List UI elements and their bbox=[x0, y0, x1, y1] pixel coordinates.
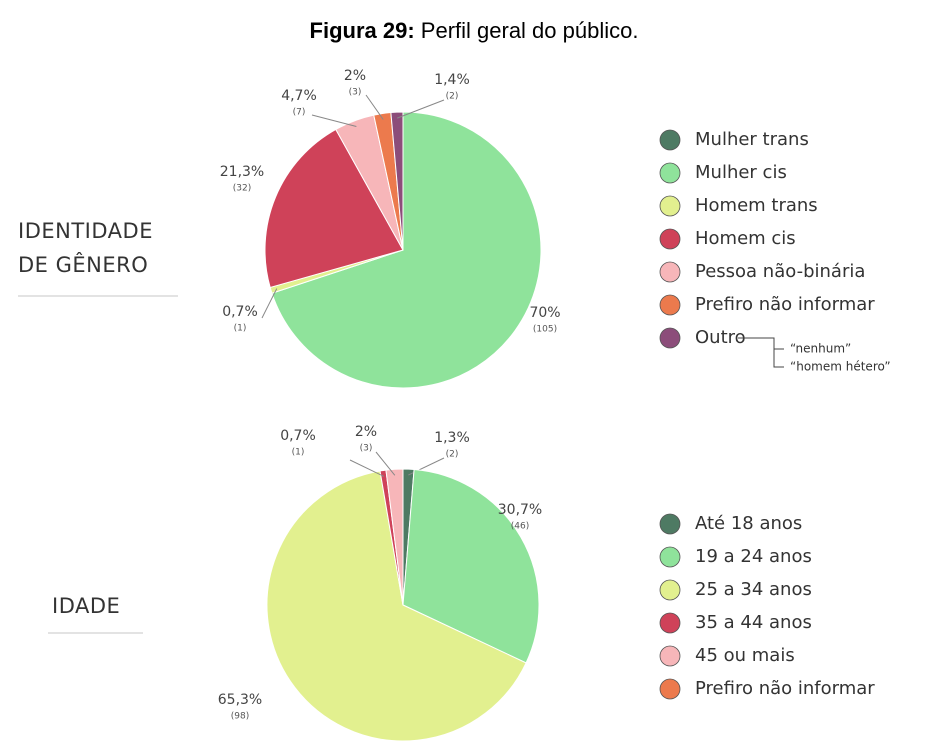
count-label: (32) bbox=[233, 184, 251, 194]
chart-title: IDADE bbox=[52, 594, 120, 618]
note: “homem hétero” bbox=[790, 360, 891, 374]
legend-label: Pessoa não-binária bbox=[695, 261, 865, 282]
count-label: (7) bbox=[293, 108, 306, 118]
value-label: 0,7% bbox=[222, 304, 258, 320]
pie-slice bbox=[266, 470, 527, 742]
legend-swatch bbox=[659, 645, 681, 667]
count-label: (2) bbox=[446, 92, 459, 102]
leader-line bbox=[349, 459, 385, 477]
legend-swatch bbox=[659, 546, 681, 568]
count-label: (98) bbox=[231, 712, 249, 722]
leader-line bbox=[375, 451, 396, 476]
note-bracket bbox=[738, 337, 784, 368]
value-label: 4,7% bbox=[281, 88, 317, 104]
legend-label: Homem cis bbox=[695, 228, 796, 249]
value-label: 65,3% bbox=[218, 692, 262, 708]
pie-slice bbox=[264, 128, 404, 289]
count-label: (1) bbox=[234, 324, 247, 334]
legend-swatch bbox=[659, 513, 681, 535]
legend-label: Prefiro não informar bbox=[695, 678, 875, 699]
leader-line bbox=[397, 99, 445, 119]
legend-swatch bbox=[659, 678, 681, 700]
leader-line bbox=[261, 288, 278, 319]
count-label: (46) bbox=[511, 522, 529, 532]
legend-swatch bbox=[659, 579, 681, 601]
value-label: 1,4% bbox=[434, 72, 470, 88]
count-label: (2) bbox=[446, 450, 459, 460]
legend-label: Outro bbox=[695, 327, 746, 348]
value-label: 21,3% bbox=[220, 164, 264, 180]
legend-swatch bbox=[659, 162, 681, 184]
note: “nenhum” bbox=[790, 342, 851, 356]
leader-line bbox=[311, 114, 357, 127]
value-label: 70% bbox=[529, 305, 560, 321]
legend-swatch bbox=[659, 261, 681, 283]
count-label: (1) bbox=[292, 448, 305, 458]
legend-swatch bbox=[659, 228, 681, 250]
leader-line bbox=[365, 94, 384, 120]
legend-label: Homem trans bbox=[695, 195, 818, 216]
count-label: (3) bbox=[349, 88, 362, 98]
legend-swatch bbox=[659, 294, 681, 316]
figure-caption-text: Perfil geral do público. bbox=[421, 18, 639, 43]
value-label: 2% bbox=[344, 68, 366, 84]
pie-slice bbox=[402, 468, 540, 664]
legend-label: Mulher trans bbox=[695, 129, 809, 150]
value-label: 2% bbox=[355, 424, 377, 440]
pie-slice bbox=[271, 111, 542, 389]
pie-slice bbox=[390, 111, 404, 251]
count-label: (105) bbox=[533, 325, 557, 335]
legend-swatch bbox=[659, 612, 681, 634]
legend-label: Até 18 anos bbox=[695, 513, 802, 534]
figure-label: Figura 29: bbox=[310, 18, 415, 43]
legend-label: 19 a 24 anos bbox=[695, 546, 812, 567]
legend-label: 25 a 34 anos bbox=[695, 579, 812, 600]
value-label: 30,7% bbox=[498, 502, 542, 518]
legend-label: Prefiro não informar bbox=[695, 294, 875, 315]
pie-slice bbox=[385, 468, 404, 606]
count-label: (3) bbox=[360, 444, 373, 454]
chart-title: IDENTIDADE bbox=[18, 219, 153, 243]
value-label: 1,3% bbox=[434, 430, 470, 446]
legend-swatch bbox=[659, 327, 681, 349]
legend-label: 45 ou mais bbox=[695, 645, 795, 666]
legend-swatch bbox=[659, 129, 681, 151]
legend-swatch bbox=[659, 195, 681, 217]
chart-title: DE GÊNERO bbox=[18, 252, 148, 277]
value-label: 0,7% bbox=[280, 428, 316, 444]
figure-caption: Figura 29: Perfil geral do público. bbox=[310, 18, 639, 43]
legend-label: Mulher cis bbox=[695, 162, 787, 183]
legend-label: 35 a 44 anos bbox=[695, 612, 812, 633]
